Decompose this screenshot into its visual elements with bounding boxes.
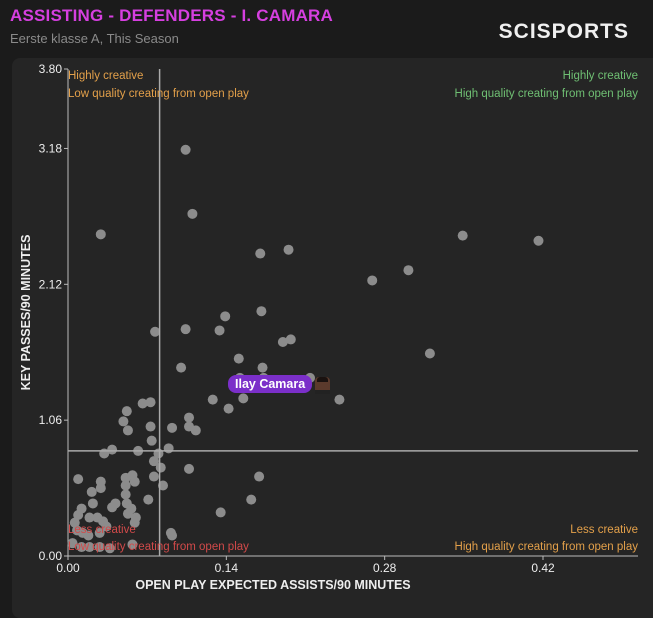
data-point bbox=[285, 334, 296, 345]
data-point bbox=[254, 471, 265, 482]
x-tick-label: 0.42 bbox=[531, 561, 555, 575]
data-point bbox=[424, 348, 435, 359]
data-point bbox=[223, 403, 234, 414]
data-point bbox=[367, 275, 378, 286]
data-point bbox=[129, 517, 140, 528]
data-point bbox=[137, 398, 148, 409]
data-point bbox=[457, 230, 468, 241]
y-axis-label: KEY PASSES/90 MINUTES bbox=[19, 235, 33, 391]
data-point bbox=[122, 508, 133, 519]
data-point bbox=[180, 144, 191, 155]
data-point bbox=[94, 542, 105, 553]
data-point bbox=[84, 512, 95, 523]
data-point bbox=[87, 498, 98, 509]
data-point bbox=[76, 542, 87, 553]
data-point bbox=[215, 507, 226, 518]
data-point bbox=[180, 324, 191, 335]
data-point bbox=[277, 336, 288, 347]
chart-panel bbox=[12, 58, 653, 618]
data-point bbox=[150, 326, 161, 337]
data-point bbox=[167, 530, 178, 541]
data-point bbox=[120, 480, 131, 491]
data-point bbox=[256, 306, 267, 317]
data-point bbox=[167, 422, 178, 433]
data-point bbox=[95, 229, 106, 240]
x-tick-label: 0.14 bbox=[215, 561, 239, 575]
data-point bbox=[107, 444, 118, 455]
data-point bbox=[121, 406, 132, 417]
data-point bbox=[99, 448, 110, 459]
data-point bbox=[95, 483, 106, 494]
data-point bbox=[101, 521, 112, 532]
data-point bbox=[214, 325, 225, 336]
data-point bbox=[148, 456, 159, 467]
data-point bbox=[176, 362, 187, 373]
y-tick-label: 2.12 bbox=[39, 277, 63, 291]
x-tick-label: 0.28 bbox=[373, 561, 397, 575]
data-point bbox=[145, 397, 156, 408]
page-title: ASSISTING - DEFENDERS - I. CAMARA bbox=[10, 6, 334, 25]
y-tick-label: 3.18 bbox=[39, 141, 63, 155]
data-point bbox=[143, 494, 154, 505]
data-point bbox=[233, 353, 244, 364]
quadrant-bottom-left-line2: Low quality creating from open play bbox=[68, 541, 249, 553]
data-point bbox=[184, 412, 195, 423]
data-point bbox=[146, 435, 157, 446]
data-point bbox=[110, 498, 121, 509]
y-tick-label: 1.06 bbox=[39, 413, 63, 427]
data-point bbox=[283, 244, 294, 255]
data-point bbox=[187, 208, 198, 219]
data-point bbox=[127, 539, 138, 550]
data-point bbox=[73, 509, 84, 520]
scatter-chart: 0.00 1.06 2.12 3.18 3.80 0.00 0.14 0.28 0.42 OPEN… bbox=[19, 62, 638, 592]
data-point bbox=[84, 542, 95, 553]
quadrant-top-left-line2: Low quality creating from open play bbox=[68, 88, 249, 100]
data-point bbox=[255, 248, 266, 259]
quadrant-bottom-left-line1: Less creative bbox=[68, 524, 136, 536]
data-point bbox=[207, 394, 218, 405]
scisports-logo: SCISPORTS bbox=[498, 20, 629, 43]
y-tick-label: 0.00 bbox=[39, 549, 63, 563]
data-point bbox=[257, 362, 268, 373]
x-axis-label: OPEN PLAY EXPECTED ASSISTS/90 MINUTES bbox=[135, 578, 410, 592]
data-point bbox=[155, 462, 166, 473]
data-point bbox=[533, 235, 544, 246]
data-point bbox=[120, 489, 131, 500]
quadrant-top-left-line1: Highly creative bbox=[68, 70, 144, 82]
data-point bbox=[184, 463, 195, 474]
quadrant-top-right-line1: Highly creative bbox=[562, 70, 638, 82]
highlight-player-label[interactable]: Ilay Camara bbox=[228, 375, 313, 393]
data-point bbox=[220, 311, 231, 322]
data-point bbox=[94, 527, 105, 538]
data-point bbox=[67, 538, 78, 549]
data-point bbox=[86, 486, 97, 497]
data-point bbox=[403, 265, 414, 276]
data-point bbox=[104, 543, 115, 554]
quadrant-bottom-right-line2: High quality creating from open play bbox=[454, 541, 638, 553]
data-point bbox=[158, 480, 168, 491]
data-point bbox=[190, 425, 201, 436]
x-tick-label: 0.00 bbox=[56, 561, 80, 575]
data-point bbox=[334, 394, 345, 405]
page-subtitle: Eerste klasse A, This Season bbox=[10, 31, 179, 46]
quadrant-bottom-right-line1: Less creative bbox=[570, 524, 638, 536]
quadrant-top-right-line2: High quality creating from open play bbox=[454, 88, 638, 100]
data-point bbox=[69, 517, 80, 528]
data-point bbox=[163, 443, 174, 454]
player-avatar[interactable] bbox=[315, 377, 330, 394]
data-point bbox=[118, 416, 129, 427]
y-tick-label: 3.80 bbox=[39, 62, 63, 76]
data-point bbox=[129, 476, 140, 487]
data-point bbox=[246, 494, 257, 505]
data-point bbox=[145, 421, 156, 432]
data-point bbox=[122, 425, 133, 436]
data-point bbox=[83, 530, 94, 541]
data-point bbox=[238, 393, 249, 404]
data-point bbox=[148, 471, 159, 482]
data-point bbox=[73, 474, 84, 485]
